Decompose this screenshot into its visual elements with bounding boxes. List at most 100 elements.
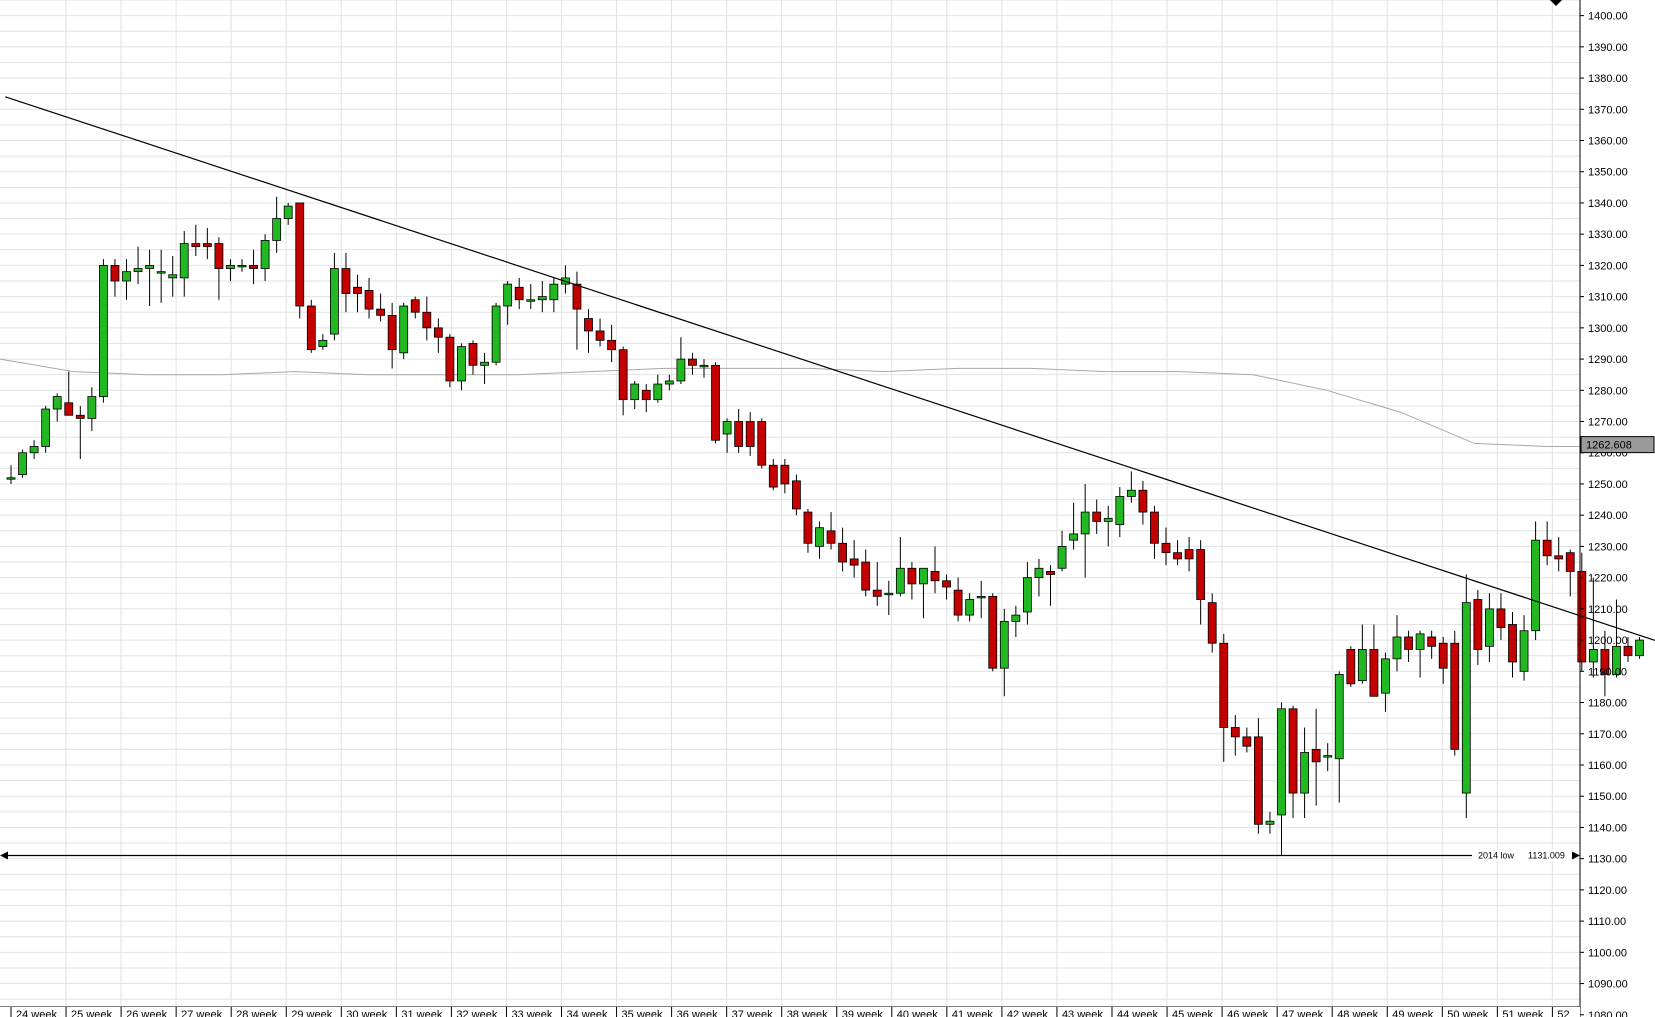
candle bbox=[630, 380, 640, 410]
week-label: 46 week bbox=[1227, 1009, 1268, 1017]
candle-body-up bbox=[722, 421, 732, 435]
candle-body-down bbox=[826, 530, 836, 544]
candle bbox=[283, 202, 293, 225]
candle bbox=[1254, 718, 1263, 834]
candle-body-down bbox=[1046, 570, 1055, 575]
candle-body-down bbox=[849, 558, 859, 566]
candle bbox=[826, 512, 836, 550]
candle-body-down bbox=[353, 286, 362, 294]
candle bbox=[272, 196, 282, 253]
candle bbox=[156, 249, 166, 303]
candle-body-up bbox=[1265, 820, 1275, 825]
y-tick-label: 1400.00 bbox=[1588, 11, 1628, 23]
candle bbox=[329, 252, 339, 341]
candle-body-down bbox=[838, 542, 847, 563]
candle-body-down bbox=[584, 318, 593, 332]
candle-body-up bbox=[1069, 533, 1078, 541]
candle bbox=[664, 374, 674, 391]
candle bbox=[1369, 624, 1379, 697]
candle bbox=[1450, 630, 1460, 756]
candle bbox=[780, 458, 790, 494]
candle-body-up bbox=[503, 283, 513, 307]
y-tick-label: 1300.00 bbox=[1588, 323, 1628, 335]
y-tick-label: 1390.00 bbox=[1588, 42, 1628, 54]
candle-body-down bbox=[595, 330, 605, 341]
week-label: 32 week bbox=[456, 1009, 497, 1017]
candle-body-down bbox=[1150, 511, 1159, 544]
y-tick-label: 1170.00 bbox=[1588, 729, 1627, 741]
candle bbox=[803, 508, 813, 553]
candle bbox=[1126, 471, 1136, 503]
y-tick-label: 1160.00 bbox=[1588, 760, 1627, 772]
candle bbox=[838, 527, 847, 572]
candle-body-down bbox=[1554, 555, 1564, 560]
candle-body-down bbox=[1311, 748, 1321, 763]
candle-body-up bbox=[1300, 752, 1309, 794]
candle bbox=[29, 440, 39, 459]
candle bbox=[260, 234, 270, 282]
y-tick-label: 1250.00 bbox=[1588, 479, 1628, 491]
candle-body-up bbox=[1334, 674, 1344, 760]
candle-body-down bbox=[1542, 539, 1552, 557]
y-tick-label: 1110.00 bbox=[1588, 916, 1626, 928]
candle-body-up bbox=[1277, 708, 1286, 816]
candle-body-down bbox=[572, 283, 582, 310]
candle bbox=[1277, 702, 1286, 856]
candle-body-up bbox=[283, 205, 293, 219]
candle-body-up bbox=[537, 296, 547, 301]
y-tick-label: 1270.00 bbox=[1588, 417, 1628, 429]
candle-body-up bbox=[29, 446, 39, 454]
y-tick-label: 1290.00 bbox=[1588, 354, 1628, 366]
candle bbox=[688, 352, 697, 375]
candle bbox=[64, 371, 74, 416]
candle bbox=[1565, 549, 1575, 597]
candle bbox=[87, 387, 97, 431]
candle-body-up bbox=[1126, 489, 1136, 497]
candle bbox=[399, 302, 409, 360]
y-tick-label: 1360.00 bbox=[1588, 136, 1628, 148]
candle-body-down bbox=[1092, 511, 1102, 522]
candle-body-up bbox=[1357, 649, 1367, 682]
candle-body-down bbox=[468, 343, 478, 366]
candle-body-down bbox=[1138, 489, 1148, 513]
y-tick-label: 1200.00 bbox=[1588, 635, 1628, 647]
candle bbox=[745, 412, 755, 456]
candle bbox=[99, 259, 108, 403]
candle-body-down bbox=[376, 308, 386, 316]
candle bbox=[341, 252, 351, 313]
candle bbox=[953, 577, 963, 622]
candle-body-up bbox=[1485, 608, 1494, 647]
candle bbox=[468, 340, 478, 375]
candle bbox=[1427, 630, 1437, 659]
y-tick-label: 1370.00 bbox=[1588, 104, 1628, 116]
week-label: 33 week bbox=[511, 1009, 552, 1017]
candle-body-up bbox=[1115, 496, 1125, 525]
candle bbox=[433, 318, 443, 353]
candle bbox=[549, 277, 559, 313]
candle-body-down bbox=[1565, 552, 1575, 572]
y-tick-label: 1140.00 bbox=[1588, 822, 1627, 834]
candle bbox=[884, 580, 894, 616]
week-label: 41 week bbox=[952, 1009, 993, 1017]
y-tick-label: 1190.00 bbox=[1588, 666, 1627, 678]
candle bbox=[1588, 577, 1598, 678]
candle-body-up bbox=[122, 271, 131, 282]
candle bbox=[445, 334, 455, 388]
candle-body-down bbox=[514, 286, 524, 301]
candle bbox=[6, 465, 16, 484]
candle-body-up bbox=[1461, 602, 1471, 794]
candle-body-down bbox=[768, 464, 778, 488]
candle-body-up bbox=[52, 396, 62, 410]
candle-body-up bbox=[1635, 639, 1644, 657]
candle bbox=[1415, 630, 1425, 678]
candle-body-down bbox=[942, 580, 951, 588]
y-tick-label: 1230.00 bbox=[1588, 541, 1628, 553]
week-label: 27 week bbox=[181, 1009, 222, 1017]
candle-body-down bbox=[306, 305, 316, 351]
candle bbox=[1057, 530, 1067, 572]
candle bbox=[110, 259, 120, 297]
candle bbox=[422, 296, 432, 341]
candle bbox=[1612, 599, 1621, 678]
candle bbox=[1242, 727, 1252, 753]
candle bbox=[1265, 811, 1275, 834]
